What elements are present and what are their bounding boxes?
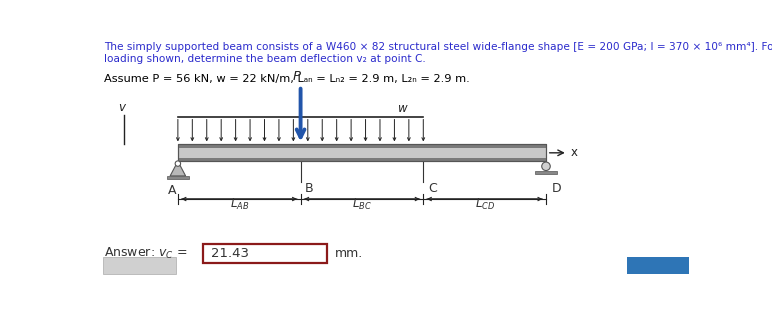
Text: Answer: $v_C$ =: Answer: $v_C$ = — [104, 246, 188, 261]
Text: Assume P = 56 kN, w = 22 kN/m, Lₐₙ = Lₙ₂ = 2.9 m, L₂ₙ = 2.9 m.: Assume P = 56 kN, w = 22 kN/m, Lₐₙ = Lₙ₂… — [104, 74, 470, 84]
Bar — [628, 257, 689, 274]
Text: C: C — [428, 182, 437, 195]
Bar — [178, 144, 546, 161]
Text: v: v — [118, 100, 125, 114]
Text: B: B — [305, 182, 314, 195]
Bar — [103, 257, 176, 274]
Bar — [535, 170, 557, 174]
Polygon shape — [170, 161, 185, 176]
Text: loading shown, determine the beam deflection v₂ at point C.: loading shown, determine the beam deflec… — [104, 54, 426, 64]
Bar — [167, 176, 188, 179]
Text: P: P — [293, 70, 301, 83]
Text: x: x — [571, 146, 577, 159]
Bar — [178, 144, 546, 148]
Circle shape — [175, 161, 181, 166]
Text: w: w — [398, 102, 408, 115]
Text: $L_{BC}$: $L_{BC}$ — [352, 197, 372, 211]
Circle shape — [542, 162, 550, 170]
Text: mm.: mm. — [335, 247, 364, 260]
Text: A: A — [168, 183, 176, 197]
Text: The simply supported beam consists of a W460 × 82 structural steel wide-flange s: The simply supported beam consists of a … — [104, 42, 772, 52]
Text: D: D — [552, 182, 562, 195]
Text: $L_{AB}$: $L_{AB}$ — [229, 197, 249, 211]
Bar — [178, 158, 546, 161]
Text: 21.43: 21.43 — [212, 247, 249, 260]
FancyBboxPatch shape — [204, 244, 327, 263]
Text: $L_{CD}$: $L_{CD}$ — [475, 197, 495, 211]
Bar — [178, 144, 546, 161]
